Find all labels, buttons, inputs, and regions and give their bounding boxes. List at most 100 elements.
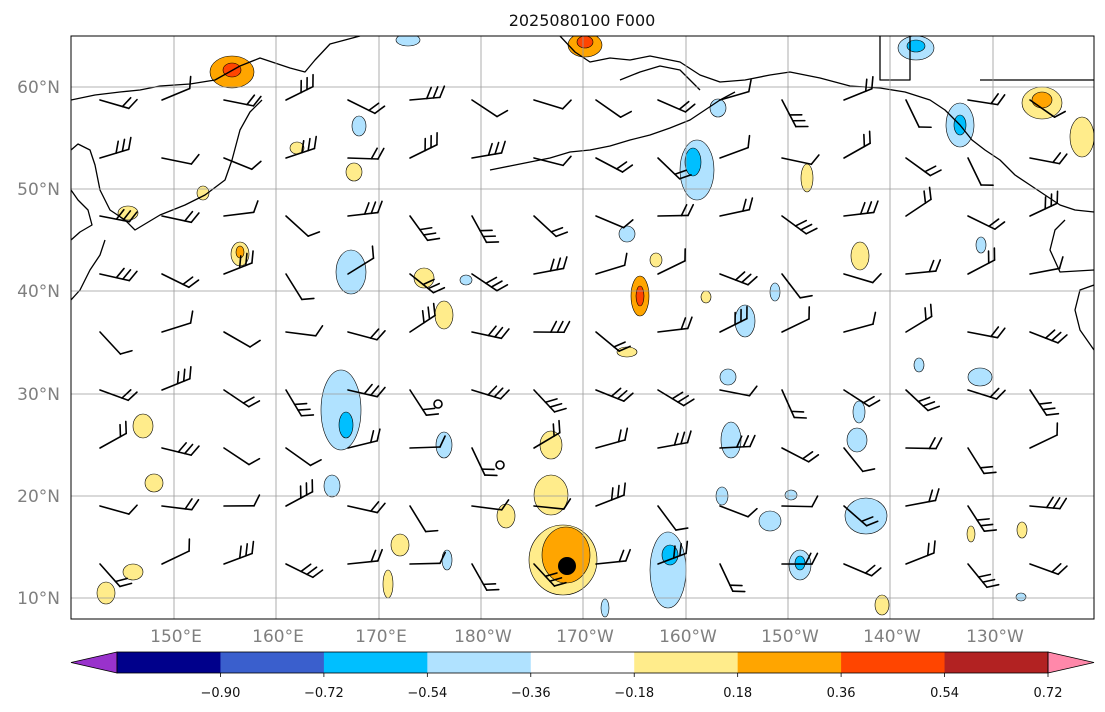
wind-barb — [99, 331, 133, 355]
wind-barb — [719, 305, 748, 333]
wind-barb — [161, 442, 200, 456]
lat-label: 10°N — [17, 589, 60, 609]
wind-barb — [409, 551, 446, 565]
wind-barb — [347, 99, 386, 115]
colorbar-segment — [427, 652, 532, 673]
contour-fill — [435, 431, 453, 459]
map-frame — [70, 35, 1095, 620]
wind-barb — [223, 250, 254, 275]
wind-barb — [657, 430, 692, 449]
wind-barb — [905, 540, 936, 565]
wind-barb — [595, 482, 626, 507]
wind-barb — [471, 385, 510, 400]
wind-barb — [905, 186, 932, 217]
contour-fill — [600, 598, 610, 618]
colorbar-label: 0.72 — [1034, 686, 1063, 701]
wind-barb — [471, 273, 509, 292]
contour-fill — [122, 563, 144, 581]
contour-fill — [852, 400, 866, 424]
wind-barb — [533, 99, 572, 110]
contour-fill — [323, 474, 341, 498]
contour-fill — [794, 555, 806, 571]
wind-barb — [409, 505, 439, 533]
wind-barb — [967, 505, 998, 532]
wind-barb — [843, 130, 871, 159]
wind-barb — [533, 320, 571, 334]
lon-label: 150°W — [761, 627, 819, 647]
contour-fill — [320, 369, 362, 451]
wind-barb — [1029, 496, 1068, 510]
wind-barb — [905, 99, 932, 129]
wind-barb — [285, 479, 314, 507]
wind-barb — [285, 563, 324, 579]
wind-barb — [347, 147, 385, 160]
wind-barb — [595, 99, 632, 118]
contour-fill — [846, 427, 868, 453]
wind-barb — [781, 306, 811, 333]
wind-barb — [843, 505, 879, 527]
contour-fill — [874, 594, 890, 616]
wind-barb — [657, 248, 686, 275]
contour-fill — [345, 162, 363, 182]
wind-barb — [781, 99, 809, 128]
wind-barb — [409, 85, 446, 101]
contour-fill — [539, 430, 563, 460]
colorbar-label: −0.18 — [614, 686, 654, 701]
wind-barb — [781, 389, 808, 419]
wind-barb — [347, 501, 386, 514]
contour-fill — [1069, 116, 1094, 158]
wind-barb — [843, 389, 881, 408]
lon-label: 130°W — [966, 627, 1024, 647]
lat-label: 60°N — [17, 78, 60, 98]
wind-barb — [347, 200, 383, 217]
wind-barb — [595, 252, 628, 275]
wind-barb — [223, 200, 259, 217]
lat-label: 20°N — [17, 487, 60, 507]
wind-barb — [843, 273, 882, 284]
contour-fill — [576, 36, 594, 49]
wind-barb — [595, 427, 629, 449]
contour-fill — [144, 473, 164, 493]
wind-barb — [347, 383, 386, 398]
colorbar: −0.90 −0.72 −0.54 −0.36 −0.18 0.18 0.36 0.54 0.7… — [70, 651, 1095, 701]
wind-barb — [595, 157, 634, 173]
wind-barb — [409, 131, 438, 159]
wind-barb — [99, 389, 138, 402]
contour-fill — [966, 525, 976, 543]
wind-barb — [905, 488, 940, 507]
wind-barb — [967, 387, 1006, 400]
wind-barbs — [99, 73, 1068, 593]
wind-barb — [223, 389, 261, 408]
wind-barb — [719, 79, 752, 101]
contour-fill — [850, 241, 870, 271]
colorbar-label: 0.54 — [930, 686, 959, 701]
station-rings — [433, 399, 505, 470]
contour-fill — [496, 503, 516, 529]
wind-barb — [905, 303, 933, 333]
wind-barb — [99, 267, 138, 282]
wind-barb — [781, 215, 818, 235]
wind-barb — [1029, 563, 1068, 576]
wind-barb — [161, 273, 200, 289]
contour-fill — [441, 549, 453, 571]
lat-label: 40°N — [17, 282, 60, 302]
wind-barb — [967, 215, 1006, 230]
wind-barb — [161, 153, 200, 165]
colorbar-segment — [944, 652, 1049, 673]
wind-barb — [533, 498, 572, 510]
contour-fill — [533, 474, 569, 516]
contour-fill — [684, 147, 702, 177]
wind-barb — [595, 387, 634, 402]
contour-fill — [382, 569, 394, 599]
wind-barb — [99, 420, 128, 449]
colorbar-segment — [530, 652, 635, 673]
colorbar-segment — [117, 652, 221, 673]
wind-barb — [347, 328, 386, 341]
wind-barb — [409, 302, 436, 333]
wind-barb — [781, 273, 813, 299]
contour-fill — [1031, 91, 1053, 109]
wind-barb — [719, 197, 754, 217]
wind-barb — [719, 434, 756, 449]
wind-barb — [161, 366, 192, 391]
wind-barb — [719, 563, 746, 593]
